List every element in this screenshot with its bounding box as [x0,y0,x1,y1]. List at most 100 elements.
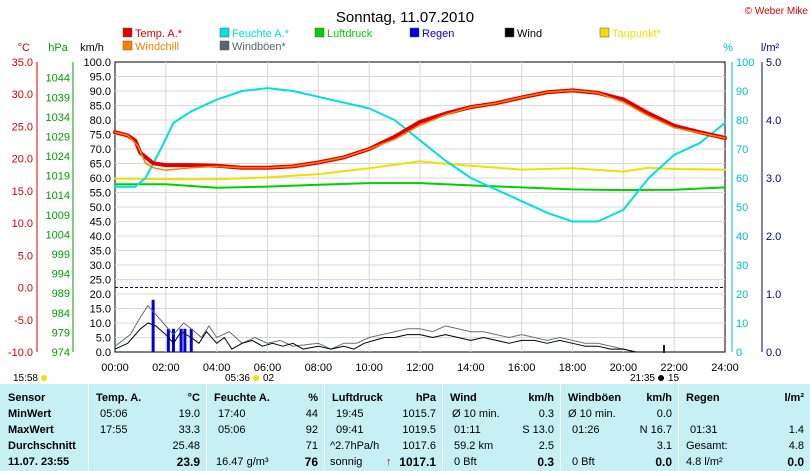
wind-tick-label: 90.0 [90,86,111,98]
x-tick-label: 16:00 [508,362,536,374]
pressure-tick-label: 1019 [46,171,70,183]
avg-rain: 4.8 [788,440,804,452]
header-humidity: Feuchte A. [214,392,270,404]
x-tick-label: 02:00 [152,362,180,374]
current-temp: 23.9 [176,455,200,469]
column-divider [88,384,89,471]
temp-tick-label: 5.0 [18,250,33,262]
x-tick-label: 00:00 [101,362,129,374]
avg-hum: 71 [305,440,318,452]
rain-bar [166,328,170,352]
wind-tick-label: 25.0 [90,275,111,287]
x-tick-label: 22:00 [660,362,688,374]
avg-wind: 2.5 [538,440,554,452]
temp-axis-unit: °C [18,42,30,54]
min-gust: 0.0 [656,408,672,420]
legend-swatch [314,27,325,38]
humidity-tick-label: 0 [736,347,742,359]
min-hum-time: 17:40 [218,408,246,420]
rain-axis-unit: l/m² [761,42,780,54]
rain-bar [151,299,155,352]
current-wind-desc: 0 Bft [454,456,477,468]
avg-press: 1017.6 [402,440,436,452]
rain-bar [183,328,187,352]
legend-label: Feuchte A.* [232,28,290,40]
column-divider [442,384,443,471]
column-divider [678,384,679,471]
temp-tick-label: 20.0 [12,154,33,166]
legend-label: Temp. A.* [135,28,183,40]
header-temp-unit: °C [187,392,200,404]
header-rain: Regen [686,392,720,404]
temp-tick-label: 25.0 [12,121,33,133]
header-sensor: Sensor [8,392,46,404]
wind-tick-label: 100.0 [83,57,111,69]
wind-tick-label: 35.0 [90,246,111,258]
sunrise-suffix: 02 [263,373,275,384]
legend-swatch [122,27,133,38]
temp-tick-label: -5.0 [14,315,33,327]
temp-tick-label: 0.0 [18,283,33,295]
temp-tick-label: 10.0 [12,218,33,230]
pressure-tick-label: 1009 [46,210,70,222]
pressure-tick-label: 994 [52,269,70,281]
sunset-suffix: 15 [668,373,680,384]
wind-tick-label: 45.0 [90,217,111,229]
avg-temp: 25.48 [172,440,200,452]
row-label-current: 11.07. 23:55 [8,456,70,468]
wind-tick-label: 40.0 [90,231,111,243]
pressure-tick-label: 1029 [46,131,70,143]
max-gust: N 16.7 [639,424,672,436]
header-wind-unit: km/h [528,392,554,404]
pressure-tick-label: 1024 [46,151,70,163]
sunset-tick [663,345,665,353]
humidity-tick-label: 50 [736,202,748,214]
min-wind: 0.3 [538,408,554,420]
rain-tick-label: 3.0 [766,173,781,185]
pressure-tick-label: 999 [52,249,70,261]
sunset-label: 21:35 [630,373,655,384]
chart-marks [113,87,727,353]
max-rain-time: 01:31 [690,424,718,436]
min-temp: 19.0 [178,408,200,420]
header-rain-unit: l/m² [784,392,804,404]
row-label-avg: Durchschnitt [8,440,76,452]
max-wind: S 13.0 [522,424,554,436]
legend-label: Taupunkt* [612,28,662,40]
x-tick-label: 24:00 [711,362,739,374]
humidity-tick-label: 10 [736,318,748,330]
current-hum: 76 [304,455,318,469]
series-line-temp-a [113,88,727,170]
column-divider [560,384,561,471]
header-temp: Temp. A. [96,392,142,404]
wind-tick-label: 10.0 [90,318,111,330]
pressure-tick-label: 984 [52,308,70,320]
legend-swatch [122,40,133,51]
column-divider [324,384,325,471]
humidity-tick-label: 30 [736,260,748,272]
x-tick-label: 10:00 [355,362,383,374]
wind-tick-label: 55.0 [90,188,111,200]
axes: 00:00 02:00 04:00 06:00 08:00 10:00 12:00 14:00… [8,57,781,374]
wind-tick-label: 15.0 [90,304,111,316]
min-press-time: 19:45 [336,408,364,420]
wind-tick-label: 75.0 [90,130,111,142]
wind-axis-unit: km/h [80,42,104,54]
pressure-tick-label: 1039 [46,92,70,104]
wind-tick-label: 60.0 [90,173,111,185]
sun-events: 15:58 05:36 02 21:35 15 [13,345,680,384]
statistics-panel: Sensor Temp. A. °C Feuchte A. % Luftdruc… [0,384,810,471]
max-press-time: 09:41 [336,424,364,436]
legend: Temp. A.*Windchill Feuchte A.*Windböen* Lu… [122,27,662,53]
max-gust-time: 01:26 [572,424,600,436]
series-line-windb-en [114,305,726,353]
column-divider [206,384,207,471]
max-rain: 1.4 [788,424,804,436]
sunrise-label: 05:36 [225,373,250,384]
legend-swatch [409,27,420,38]
pressure-tick-label: 1034 [46,112,70,124]
wind-tick-label: 30.0 [90,260,111,272]
max-hum: 92 [305,424,318,436]
rain-tick-label: 5.0 [766,57,781,69]
series-line-windchill [114,89,726,172]
